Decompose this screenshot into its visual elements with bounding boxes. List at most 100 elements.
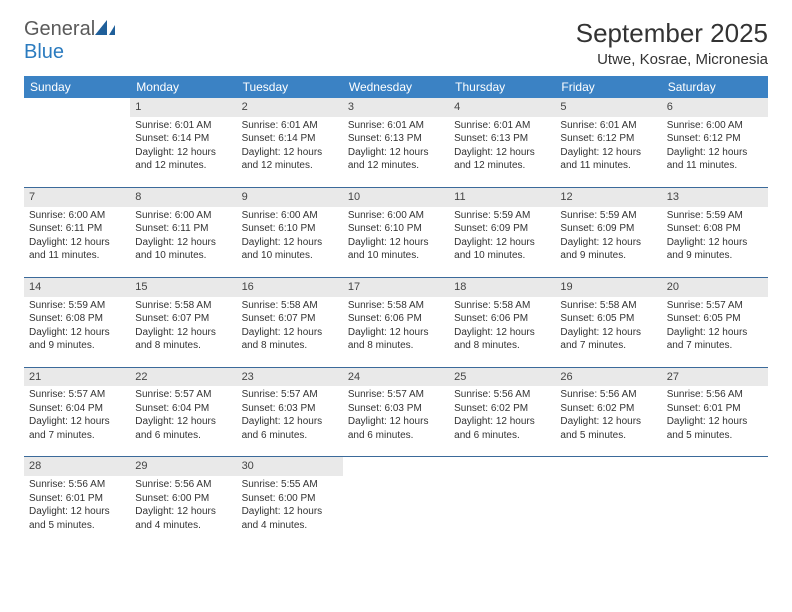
cell-text: Sunrise: 5:58 AMSunset: 6:07 PMDaylight:… (130, 297, 236, 357)
week-row: 28Sunrise: 5:56 AMSunset: 6:01 PMDayligh… (24, 456, 768, 536)
calendar-cell: 10Sunrise: 6:00 AMSunset: 6:10 PMDayligh… (343, 188, 449, 267)
week-row: 21Sunrise: 5:57 AMSunset: 6:04 PMDayligh… (24, 367, 768, 447)
calendar-cell: 3Sunrise: 6:01 AMSunset: 6:13 PMDaylight… (343, 98, 449, 177)
cell-text: Sunrise: 6:00 AMSunset: 6:10 PMDaylight:… (237, 207, 343, 267)
calendar-cell: 26Sunrise: 5:56 AMSunset: 6:02 PMDayligh… (555, 368, 661, 447)
calendar-cell: 1Sunrise: 6:01 AMSunset: 6:14 PMDaylight… (130, 98, 236, 177)
cell-text: Sunrise: 5:58 AMSunset: 6:05 PMDaylight:… (555, 297, 661, 357)
cell-text: Sunrise: 5:57 AMSunset: 6:05 PMDaylight:… (662, 297, 768, 357)
calendar-cell: 14Sunrise: 5:59 AMSunset: 6:08 PMDayligh… (24, 278, 130, 357)
week-row: 14Sunrise: 5:59 AMSunset: 6:08 PMDayligh… (24, 277, 768, 357)
day-number: 28 (24, 457, 130, 476)
day-header: Sunday (24, 76, 130, 98)
calendar-cell (555, 457, 661, 536)
day-number: 1 (130, 98, 236, 117)
cell-text: Sunrise: 5:57 AMSunset: 6:04 PMDaylight:… (24, 386, 130, 446)
calendar-cell: 20Sunrise: 5:57 AMSunset: 6:05 PMDayligh… (662, 278, 768, 357)
calendar-cell: 23Sunrise: 5:57 AMSunset: 6:03 PMDayligh… (237, 368, 343, 447)
day-number: 21 (24, 368, 130, 387)
sail-icon (95, 20, 117, 36)
calendar-cell: 13Sunrise: 5:59 AMSunset: 6:08 PMDayligh… (662, 188, 768, 267)
calendar-cell: 28Sunrise: 5:56 AMSunset: 6:01 PMDayligh… (24, 457, 130, 536)
calendar-cell: 7Sunrise: 6:00 AMSunset: 6:11 PMDaylight… (24, 188, 130, 267)
day-number (449, 457, 555, 461)
cell-text: Sunrise: 6:00 AMSunset: 6:11 PMDaylight:… (130, 207, 236, 267)
day-number: 5 (555, 98, 661, 117)
day-number (555, 457, 661, 461)
calendar-cell: 12Sunrise: 5:59 AMSunset: 6:09 PMDayligh… (555, 188, 661, 267)
calendar-cell (343, 457, 449, 536)
cell-text: Sunrise: 5:56 AMSunset: 6:00 PMDaylight:… (130, 476, 236, 536)
day-number: 22 (130, 368, 236, 387)
day-number: 9 (237, 188, 343, 207)
calendar-cell: 15Sunrise: 5:58 AMSunset: 6:07 PMDayligh… (130, 278, 236, 357)
cell-text: Sunrise: 6:01 AMSunset: 6:13 PMDaylight:… (449, 117, 555, 177)
cell-text: Sunrise: 5:57 AMSunset: 6:03 PMDaylight:… (343, 386, 449, 446)
day-number: 11 (449, 188, 555, 207)
calendar-cell: 22Sunrise: 5:57 AMSunset: 6:04 PMDayligh… (130, 368, 236, 447)
day-header: Friday (555, 76, 661, 98)
cell-text: Sunrise: 5:56 AMSunset: 6:02 PMDaylight:… (449, 386, 555, 446)
day-number (343, 457, 449, 461)
calendar-cell: 17Sunrise: 5:58 AMSunset: 6:06 PMDayligh… (343, 278, 449, 357)
cell-text: Sunrise: 5:57 AMSunset: 6:04 PMDaylight:… (130, 386, 236, 446)
cell-text: Sunrise: 6:00 AMSunset: 6:10 PMDaylight:… (343, 207, 449, 267)
day-number: 13 (662, 188, 768, 207)
day-number: 12 (555, 188, 661, 207)
cell-text: Sunrise: 6:00 AMSunset: 6:12 PMDaylight:… (662, 117, 768, 177)
page-title: September 2025 (576, 18, 768, 49)
week-row: 7Sunrise: 6:00 AMSunset: 6:11 PMDaylight… (24, 187, 768, 267)
day-number (662, 457, 768, 461)
day-number: 24 (343, 368, 449, 387)
calendar-cell: 2Sunrise: 6:01 AMSunset: 6:14 PMDaylight… (237, 98, 343, 177)
cell-text: Sunrise: 5:56 AMSunset: 6:01 PMDaylight:… (662, 386, 768, 446)
calendar-cell: 8Sunrise: 6:00 AMSunset: 6:11 PMDaylight… (130, 188, 236, 267)
cell-text: Sunrise: 5:59 AMSunset: 6:09 PMDaylight:… (449, 207, 555, 267)
cell-text: Sunrise: 5:57 AMSunset: 6:03 PMDaylight:… (237, 386, 343, 446)
day-number: 27 (662, 368, 768, 387)
day-number: 2 (237, 98, 343, 117)
day-number: 15 (130, 278, 236, 297)
cell-text: Sunrise: 5:59 AMSunset: 6:08 PMDaylight:… (662, 207, 768, 267)
day-number: 18 (449, 278, 555, 297)
days-header: SundayMondayTuesdayWednesdayThursdayFrid… (24, 76, 768, 98)
title-block: September 2025 Utwe, Kosrae, Micronesia (576, 18, 768, 68)
day-number: 20 (662, 278, 768, 297)
day-number: 17 (343, 278, 449, 297)
day-number: 19 (555, 278, 661, 297)
calendar-cell: 16Sunrise: 5:58 AMSunset: 6:07 PMDayligh… (237, 278, 343, 357)
day-number: 4 (449, 98, 555, 117)
header: GeneralBlue September 2025 Utwe, Kosrae,… (24, 18, 768, 68)
cell-text: Sunrise: 6:00 AMSunset: 6:11 PMDaylight:… (24, 207, 130, 267)
calendar-cell: 27Sunrise: 5:56 AMSunset: 6:01 PMDayligh… (662, 368, 768, 447)
logo-text-part2: Blue (24, 41, 64, 63)
day-number: 25 (449, 368, 555, 387)
calendar-cell: 25Sunrise: 5:56 AMSunset: 6:02 PMDayligh… (449, 368, 555, 447)
day-header: Tuesday (237, 76, 343, 98)
day-number (24, 98, 130, 102)
cell-text: Sunrise: 6:01 AMSunset: 6:12 PMDaylight:… (555, 117, 661, 177)
cell-text: Sunrise: 5:56 AMSunset: 6:01 PMDaylight:… (24, 476, 130, 536)
calendar-cell: 4Sunrise: 6:01 AMSunset: 6:13 PMDaylight… (449, 98, 555, 177)
cell-text: Sunrise: 5:59 AMSunset: 6:08 PMDaylight:… (24, 297, 130, 357)
calendar-cell: 11Sunrise: 5:59 AMSunset: 6:09 PMDayligh… (449, 188, 555, 267)
calendar: SundayMondayTuesdayWednesdayThursdayFrid… (24, 76, 768, 536)
day-number: 10 (343, 188, 449, 207)
calendar-cell: 19Sunrise: 5:58 AMSunset: 6:05 PMDayligh… (555, 278, 661, 357)
cell-text: Sunrise: 5:55 AMSunset: 6:00 PMDaylight:… (237, 476, 343, 536)
cell-text: Sunrise: 6:01 AMSunset: 6:13 PMDaylight:… (343, 117, 449, 177)
logo-text-part1: General (24, 18, 95, 40)
calendar-cell: 30Sunrise: 5:55 AMSunset: 6:00 PMDayligh… (237, 457, 343, 536)
day-header: Monday (130, 76, 236, 98)
calendar-cell: 9Sunrise: 6:00 AMSunset: 6:10 PMDaylight… (237, 188, 343, 267)
location-text: Utwe, Kosrae, Micronesia (576, 51, 768, 68)
cell-text: Sunrise: 5:58 AMSunset: 6:06 PMDaylight:… (449, 297, 555, 357)
day-number: 3 (343, 98, 449, 117)
day-number: 7 (24, 188, 130, 207)
cell-text: Sunrise: 6:01 AMSunset: 6:14 PMDaylight:… (237, 117, 343, 177)
cell-text: Sunrise: 5:58 AMSunset: 6:06 PMDaylight:… (343, 297, 449, 357)
calendar-cell: 5Sunrise: 6:01 AMSunset: 6:12 PMDaylight… (555, 98, 661, 177)
day-number: 14 (24, 278, 130, 297)
cell-text: Sunrise: 5:59 AMSunset: 6:09 PMDaylight:… (555, 207, 661, 267)
calendar-cell: 21Sunrise: 5:57 AMSunset: 6:04 PMDayligh… (24, 368, 130, 447)
